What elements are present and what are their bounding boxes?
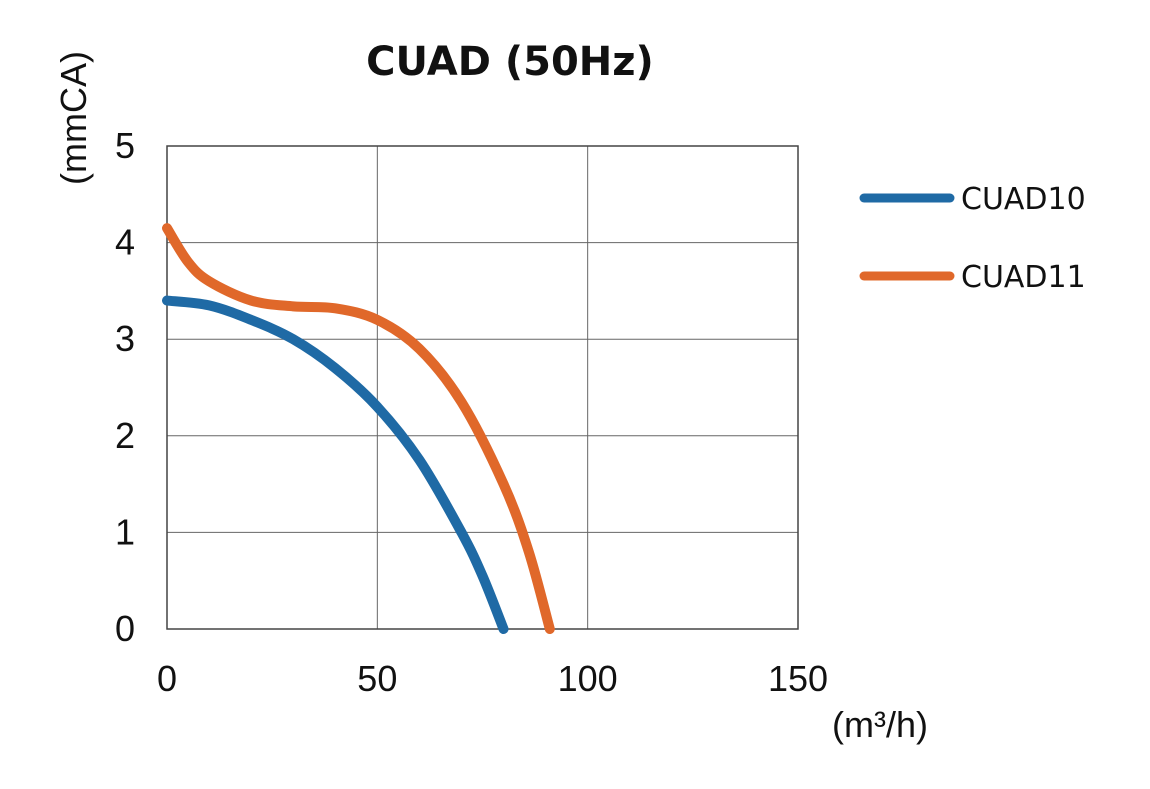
x-axis-ticks: 0 50 100 150 xyxy=(157,658,828,699)
y-tick-label: 4 xyxy=(115,222,135,263)
legend: CUAD10 CUAD11 xyxy=(859,182,1086,295)
chart-title: CUAD (50Hz) xyxy=(366,39,654,85)
series-line-cuad11 xyxy=(162,223,555,634)
y-axis-ticks: 0 1 2 3 4 5 xyxy=(115,125,135,649)
y-tick-label: 2 xyxy=(115,415,135,456)
x-tick-label: 0 xyxy=(157,658,177,699)
x-axis-label: (m³/h) xyxy=(832,704,928,745)
x-tick-label: 50 xyxy=(357,658,397,699)
y-axis-label: (mmCA) xyxy=(53,51,94,185)
series-lines xyxy=(162,223,555,634)
series-line-cuad10 xyxy=(162,295,509,634)
legend-label-cuad10: CUAD10 xyxy=(961,182,1086,217)
y-tick-label: 3 xyxy=(115,318,135,359)
plot-area-frame xyxy=(166,145,799,630)
y-tick-label: 0 xyxy=(115,608,135,649)
x-tick-label: 100 xyxy=(558,658,618,699)
legend-label-cuad11: CUAD11 xyxy=(961,260,1086,295)
y-tick-label: 1 xyxy=(115,511,135,552)
grid xyxy=(167,146,798,629)
x-tick-label: 150 xyxy=(768,658,828,699)
y-tick-label: 5 xyxy=(115,125,135,166)
